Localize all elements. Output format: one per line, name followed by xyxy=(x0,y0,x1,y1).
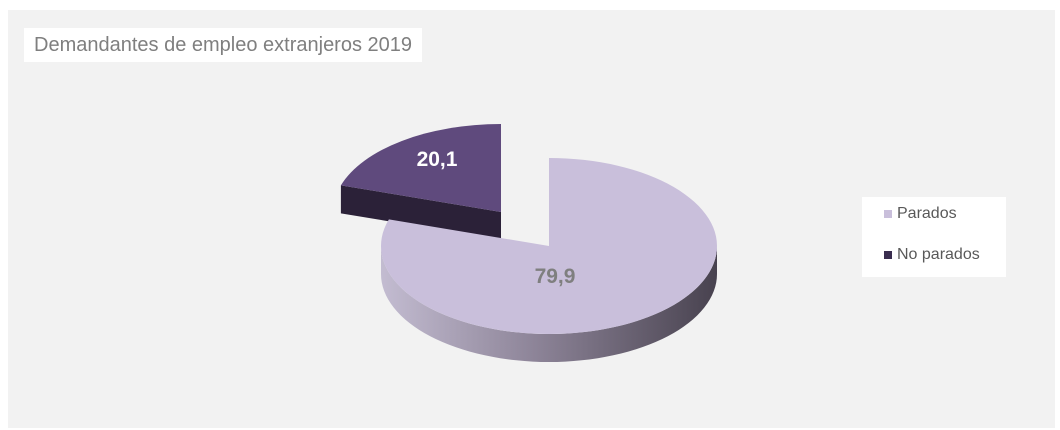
chart-title-text: Demandantes de empleo extranjeros 2019 xyxy=(34,33,413,56)
chart-title: Demandantes de empleo extranjeros 2019 xyxy=(24,28,423,62)
legend: Parados No parados xyxy=(862,197,1006,277)
slice-parados-side xyxy=(381,246,717,362)
data-label-parados: 79,9 xyxy=(535,265,576,288)
slice-parados xyxy=(381,158,718,334)
legend-label-no-parados: No parados xyxy=(897,246,980,263)
slice-no-parados xyxy=(340,124,501,212)
slice-no-parados-side xyxy=(340,185,501,240)
data-label-no-parados: 20,1 xyxy=(417,148,458,171)
legend-item-no-parados: No parados xyxy=(884,246,980,264)
legend-item-parados: Parados xyxy=(884,205,957,223)
legend-swatch-no-parados xyxy=(884,251,892,259)
legend-swatch-parados xyxy=(884,210,892,218)
legend-label-parados: Parados xyxy=(897,205,957,222)
